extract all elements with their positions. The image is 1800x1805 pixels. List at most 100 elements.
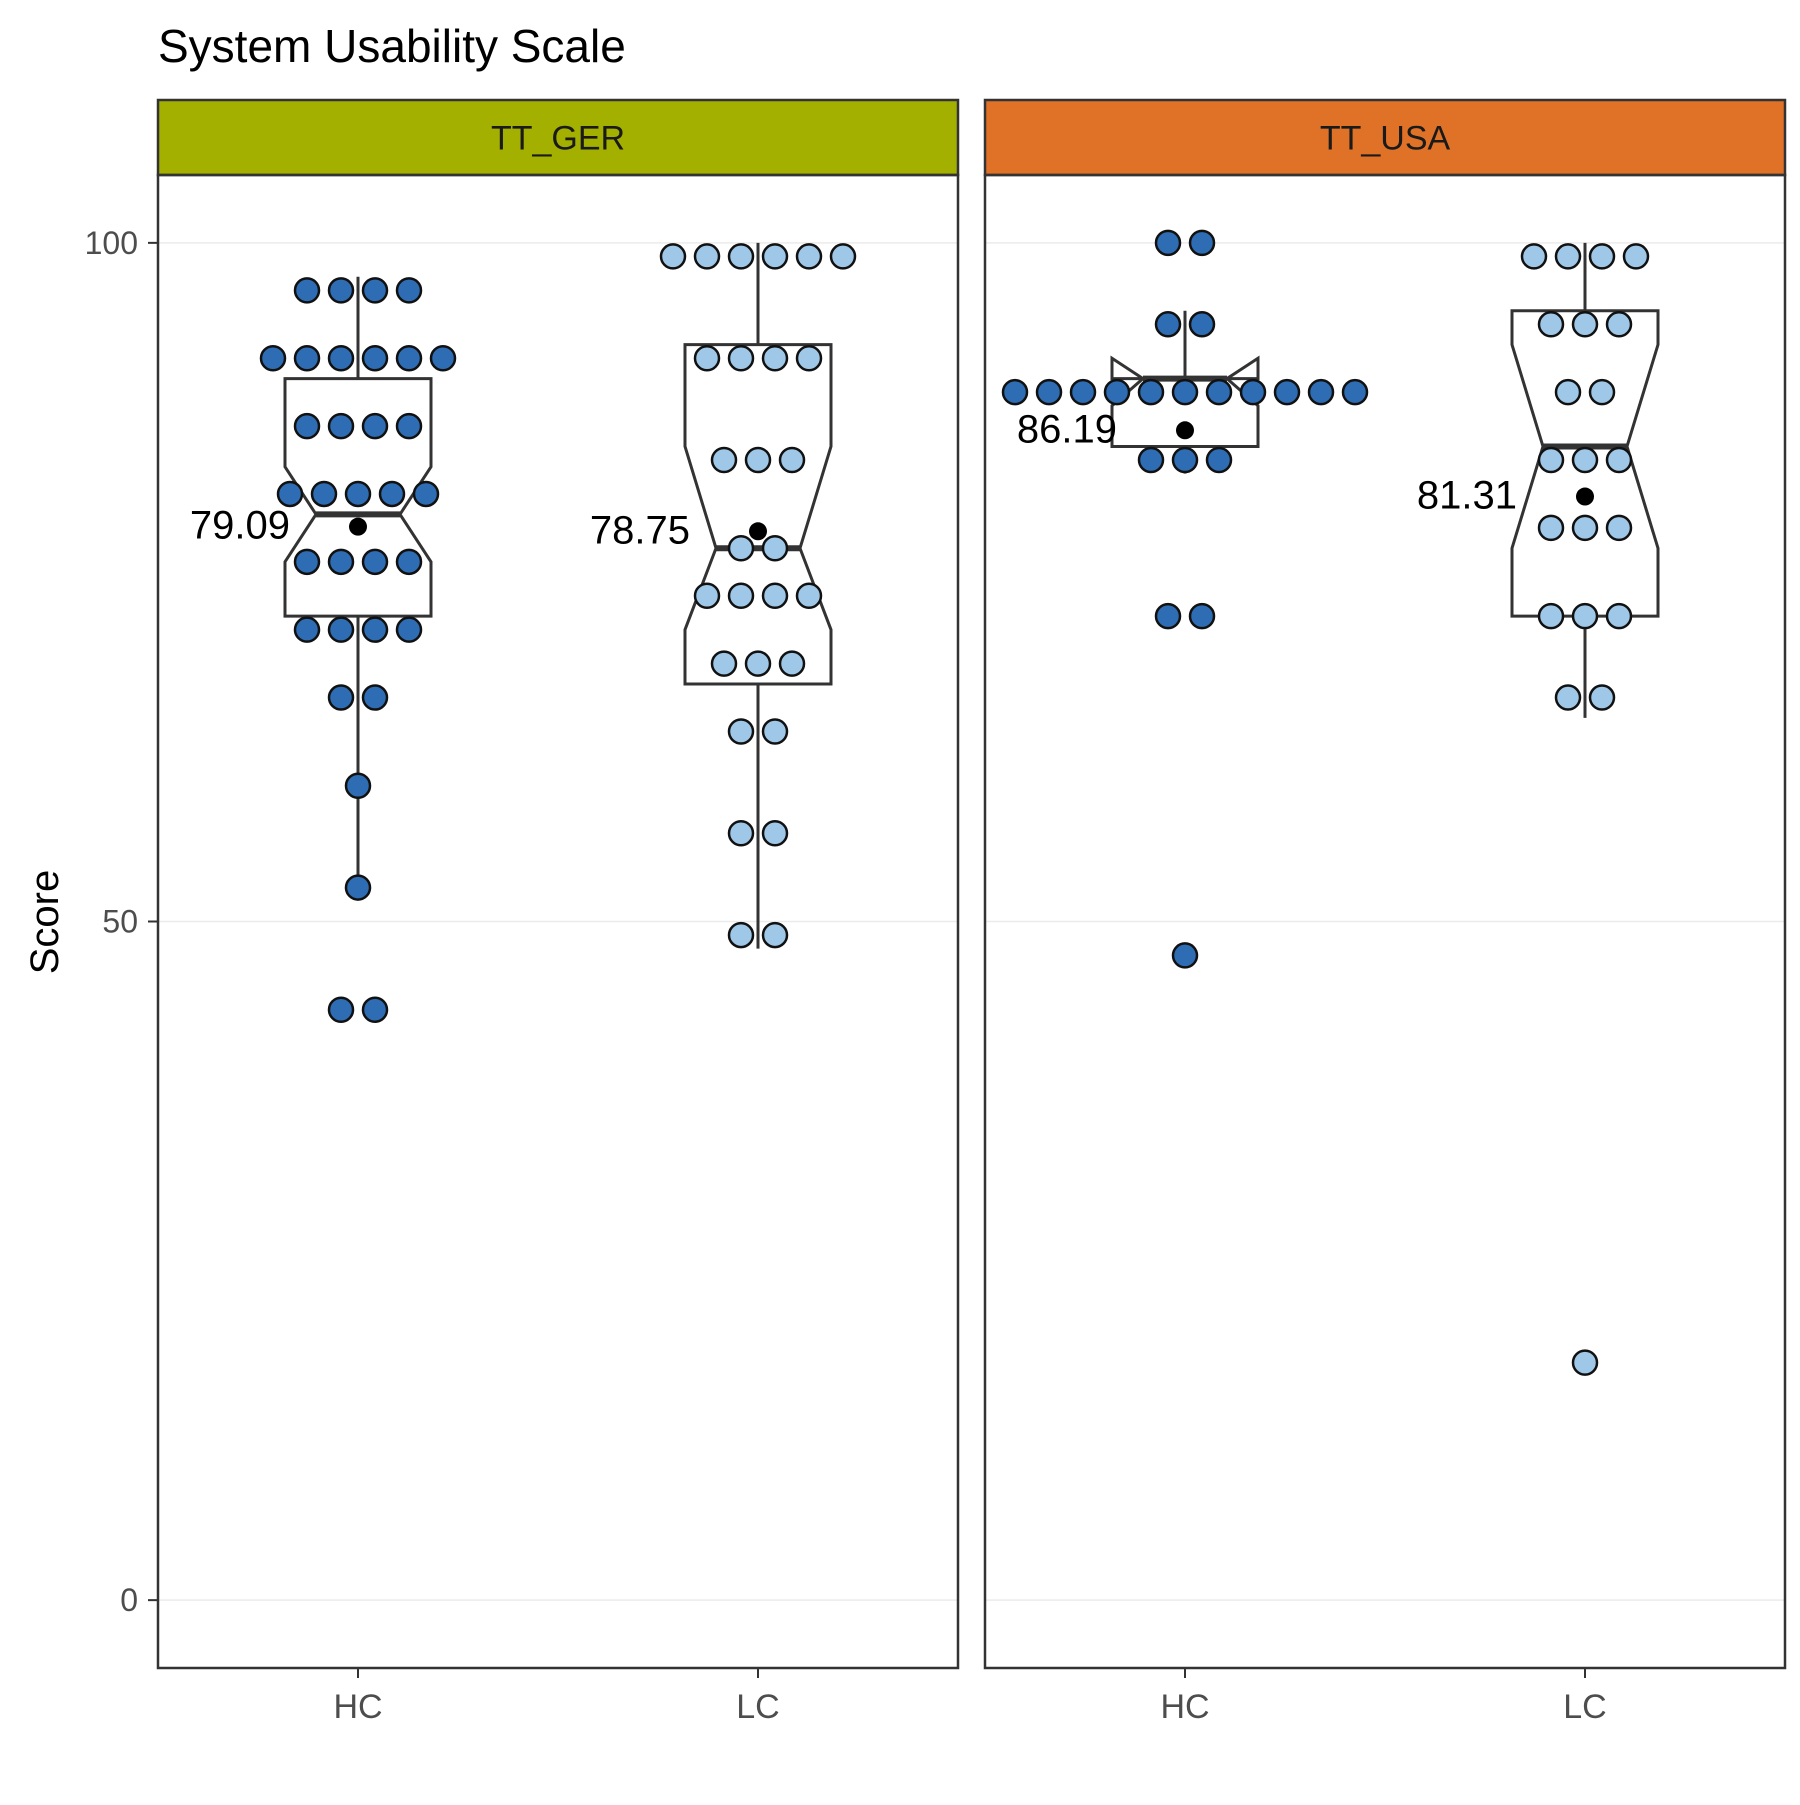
data-point [327,996,355,1023]
data-point [327,548,355,576]
data-point [1188,229,1216,257]
data-point [1137,446,1165,474]
data-point [327,616,355,643]
data-point [1171,378,1199,406]
chart-title: System Usability Scale [158,20,626,72]
data-point [293,616,321,643]
y-tick-label: 100 [85,225,138,261]
data-point [395,277,423,304]
data-point [344,480,372,508]
data-point [795,243,823,270]
notched-box [683,343,833,686]
data-point [710,650,738,677]
data-point [361,344,389,372]
data-point [1605,602,1633,630]
data-point [1588,243,1616,270]
data-point [778,650,806,677]
data-point [412,480,440,508]
data-point [361,996,389,1023]
data-point [1205,446,1233,474]
data-point [829,243,857,270]
data-point [293,412,321,440]
data-point [327,277,355,304]
mean-point [749,522,767,541]
data-point [1205,378,1233,406]
data-point [1571,311,1599,338]
data-point [395,616,423,643]
data-point [727,718,755,745]
facet-strip-label: TT_USA [1320,120,1451,158]
x-tick-label: LC [1563,1688,1606,1726]
data-point [727,344,755,372]
data-point [1273,378,1301,406]
data-point [361,616,389,643]
data-point [1341,378,1369,406]
data-point [1537,446,1565,474]
data-point [276,480,304,508]
data-point [1605,514,1633,542]
mean-point [1176,421,1194,440]
data-point [1554,684,1582,711]
data-point [1537,311,1565,338]
data-point [293,344,321,372]
data-point [795,344,823,372]
panel-tt-usa: TT_USA 86.19 HC 81.31 LC [983,98,1787,1726]
data-point [361,277,389,304]
facet-strip [983,98,1787,177]
y-axis: 0 50 100 [85,225,158,1618]
data-point [1588,684,1616,711]
data-point [327,412,355,440]
data-point [727,921,755,949]
data-point [1571,1349,1599,1376]
data-point [761,921,789,949]
panels-layer: TT_GER 79.09 HC 78.75 LC TT_USA 86.19 HC 81.31 LC [156,98,1787,1726]
data-point [659,243,687,270]
data-point [1171,942,1199,969]
data-point [761,535,789,562]
data-point [1069,378,1097,406]
group-lc: 81.31 [1417,242,1660,1376]
data-point [778,446,806,474]
y-axis-label: Score [23,870,67,975]
group-lc: 78.75 [590,242,857,949]
group-hc: 79.09 [190,276,457,1023]
data-point [744,446,772,474]
data-point [327,684,355,711]
data-point [1137,378,1165,406]
data-point [310,480,338,508]
data-point [1537,514,1565,542]
x-tick-label: HC [333,1688,382,1726]
data-point [395,412,423,440]
mean-label: 78.75 [590,508,690,552]
mean-point [1576,487,1594,506]
data-point [361,684,389,711]
data-point [361,548,389,576]
data-point [395,548,423,576]
data-point [1588,378,1616,406]
data-point [1554,243,1582,270]
data-point [1605,446,1633,474]
data-point [727,820,755,847]
data-point [1154,311,1182,338]
panel-border [983,173,1787,1670]
x-tick-label: HC [1160,1688,1209,1726]
data-point [1520,243,1548,270]
data-point [1605,311,1633,338]
data-point [761,718,789,745]
mean-label: 81.31 [1417,474,1517,518]
data-point [395,344,423,372]
facet-strip-label: TT_GER [491,120,625,158]
data-point [1154,229,1182,257]
data-point [1239,378,1267,406]
data-point [1154,602,1182,630]
data-point [429,344,457,372]
data-point [744,650,772,677]
data-point [761,820,789,847]
y-tick-label: 0 [120,1582,138,1618]
x-tick-label: LC [736,1688,779,1726]
data-point [1554,378,1582,406]
data-point [344,874,372,901]
data-point [761,582,789,610]
